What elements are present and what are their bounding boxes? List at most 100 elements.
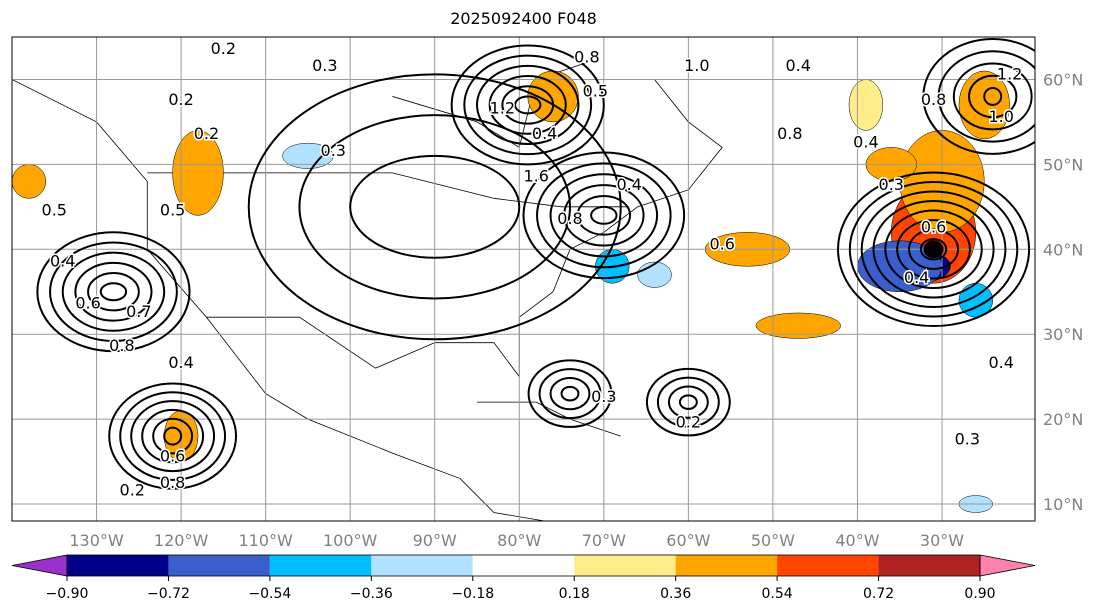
- contour-label: 0.8: [921, 90, 946, 109]
- map-frame: [11, 36, 1036, 522]
- contour-line: [349, 154, 521, 259]
- anomaly-shading: [12, 164, 47, 199]
- contour-line: [463, 54, 593, 156]
- contour-line: [922, 38, 1035, 155]
- contour-line: [848, 181, 1019, 318]
- lon-tick-label: 120°W: [154, 531, 209, 550]
- contour-line: [549, 173, 659, 258]
- contour-label: 0.2: [194, 124, 219, 143]
- lat-tick-label: 10°N: [1043, 495, 1083, 514]
- contour-line: [645, 367, 731, 437]
- lon-tick-label: 60°W: [666, 531, 710, 550]
- contour-line: [590, 205, 618, 225]
- chart-title: 2025092400 F048: [450, 9, 597, 28]
- lon-tick-label: 70°W: [582, 531, 626, 550]
- contour-label: 0.8: [160, 473, 185, 492]
- contour-line: [163, 426, 183, 446]
- lon-tick-label: 130°W: [69, 531, 124, 550]
- anomaly-shading: [282, 142, 334, 169]
- contour-line: [476, 64, 580, 145]
- contour-line: [667, 385, 709, 419]
- contour-label: 0.8: [109, 336, 134, 355]
- lon-tick-label: 50°W: [751, 531, 795, 550]
- lon-tick-label: 40°W: [835, 531, 879, 550]
- contour-label: 0.5: [583, 81, 608, 100]
- contour-line: [896, 219, 971, 280]
- contour-label: 0.4: [786, 56, 811, 75]
- contour-line: [576, 194, 632, 236]
- contour-line: [450, 44, 605, 166]
- contour-label: 0.6: [75, 294, 100, 313]
- contour-label: 0.6: [160, 447, 185, 466]
- contour-label: 0.2: [120, 481, 145, 500]
- contour-label: 0.3: [591, 387, 616, 406]
- contour-label: 0.2: [211, 39, 236, 58]
- lat-tick-label: 30°N: [1043, 325, 1083, 344]
- contour-line: [952, 62, 1033, 131]
- colorbar-tick-label: 0.54: [762, 586, 793, 602]
- contour-line: [488, 75, 567, 135]
- contour-label: 1.2: [997, 64, 1022, 83]
- contour-line: [99, 282, 128, 302]
- contour-line: [49, 241, 178, 342]
- contour-line: [937, 50, 1035, 143]
- contour-line: [152, 417, 194, 455]
- colorbar-tick-label: −0.18: [451, 586, 494, 602]
- contour-line: [560, 385, 580, 402]
- contour-label: 0.4: [50, 251, 75, 270]
- contour-label: 0.8: [557, 209, 582, 228]
- contour-line: [141, 408, 205, 464]
- contour-line: [908, 228, 960, 270]
- contour-line: [130, 400, 216, 473]
- contour-label: 0.5: [42, 200, 67, 219]
- contour-line: [884, 209, 983, 290]
- contour-line: [860, 190, 1007, 309]
- contour-label: 0.3: [321, 141, 346, 160]
- contour-line: [872, 200, 995, 299]
- contour-label: 0.5: [160, 200, 185, 219]
- contour-line: [837, 171, 1031, 328]
- lon-tick-label: 30°W: [920, 531, 964, 550]
- lon-tick-label: 80°W: [497, 531, 541, 550]
- contour-line: [538, 368, 602, 420]
- lat-tick-label: 60°N: [1043, 70, 1083, 89]
- contour-label: 1.0: [684, 56, 709, 75]
- contour-line: [968, 74, 1018, 119]
- contour-label: 1.0: [988, 107, 1013, 126]
- contour-line: [536, 162, 672, 269]
- contour-line: [298, 114, 571, 300]
- contour-line: [108, 382, 238, 490]
- colorbar-tick-label: 0.18: [559, 586, 590, 602]
- map: 0.2 0.2 0.3 0.2 0.3 0.5 0.5 0.4 0.6 0.7 0.8 0.4 0.6 0…: [11, 36, 1083, 550]
- contour-line: [87, 272, 140, 312]
- contour-label: 0.4: [168, 353, 193, 372]
- lon-tick-label: 90°W: [413, 531, 457, 550]
- colorbar-tick-label: −0.36: [350, 586, 393, 602]
- contour-label: 0.6: [921, 217, 946, 236]
- contour-label: 0.4: [904, 268, 929, 287]
- contour-line: [549, 377, 591, 411]
- contour-line: [119, 391, 227, 481]
- contour-line: [61, 251, 166, 332]
- colorbar-tick-label: −0.54: [248, 586, 291, 602]
- contour-label: 0.3: [879, 175, 904, 194]
- contour-center: [923, 240, 944, 259]
- contour-label: 0.4: [616, 175, 641, 194]
- contour-line: [919, 238, 948, 261]
- contour-label: 0.4: [853, 132, 878, 151]
- contour-label: 0.8: [574, 47, 599, 66]
- colorbar-tick-label: 0.36: [660, 586, 691, 602]
- lat-tick-label: 40°N: [1043, 240, 1083, 259]
- anomaly-shading: [172, 130, 224, 216]
- contour-label: 0.7: [126, 302, 151, 321]
- colorbar-tick-label: −0.72: [147, 586, 190, 602]
- contour-label: 0.2: [676, 413, 701, 432]
- contour-line: [514, 95, 542, 115]
- contour-line: [527, 359, 613, 428]
- contour-line: [247, 73, 622, 341]
- anomaly-shading: [755, 312, 841, 339]
- colorbar-tick-label: 0.90: [964, 586, 995, 602]
- contour-line: [656, 376, 720, 428]
- contour-label: 0.3: [312, 56, 337, 75]
- contour-label: 0.4: [532, 124, 557, 143]
